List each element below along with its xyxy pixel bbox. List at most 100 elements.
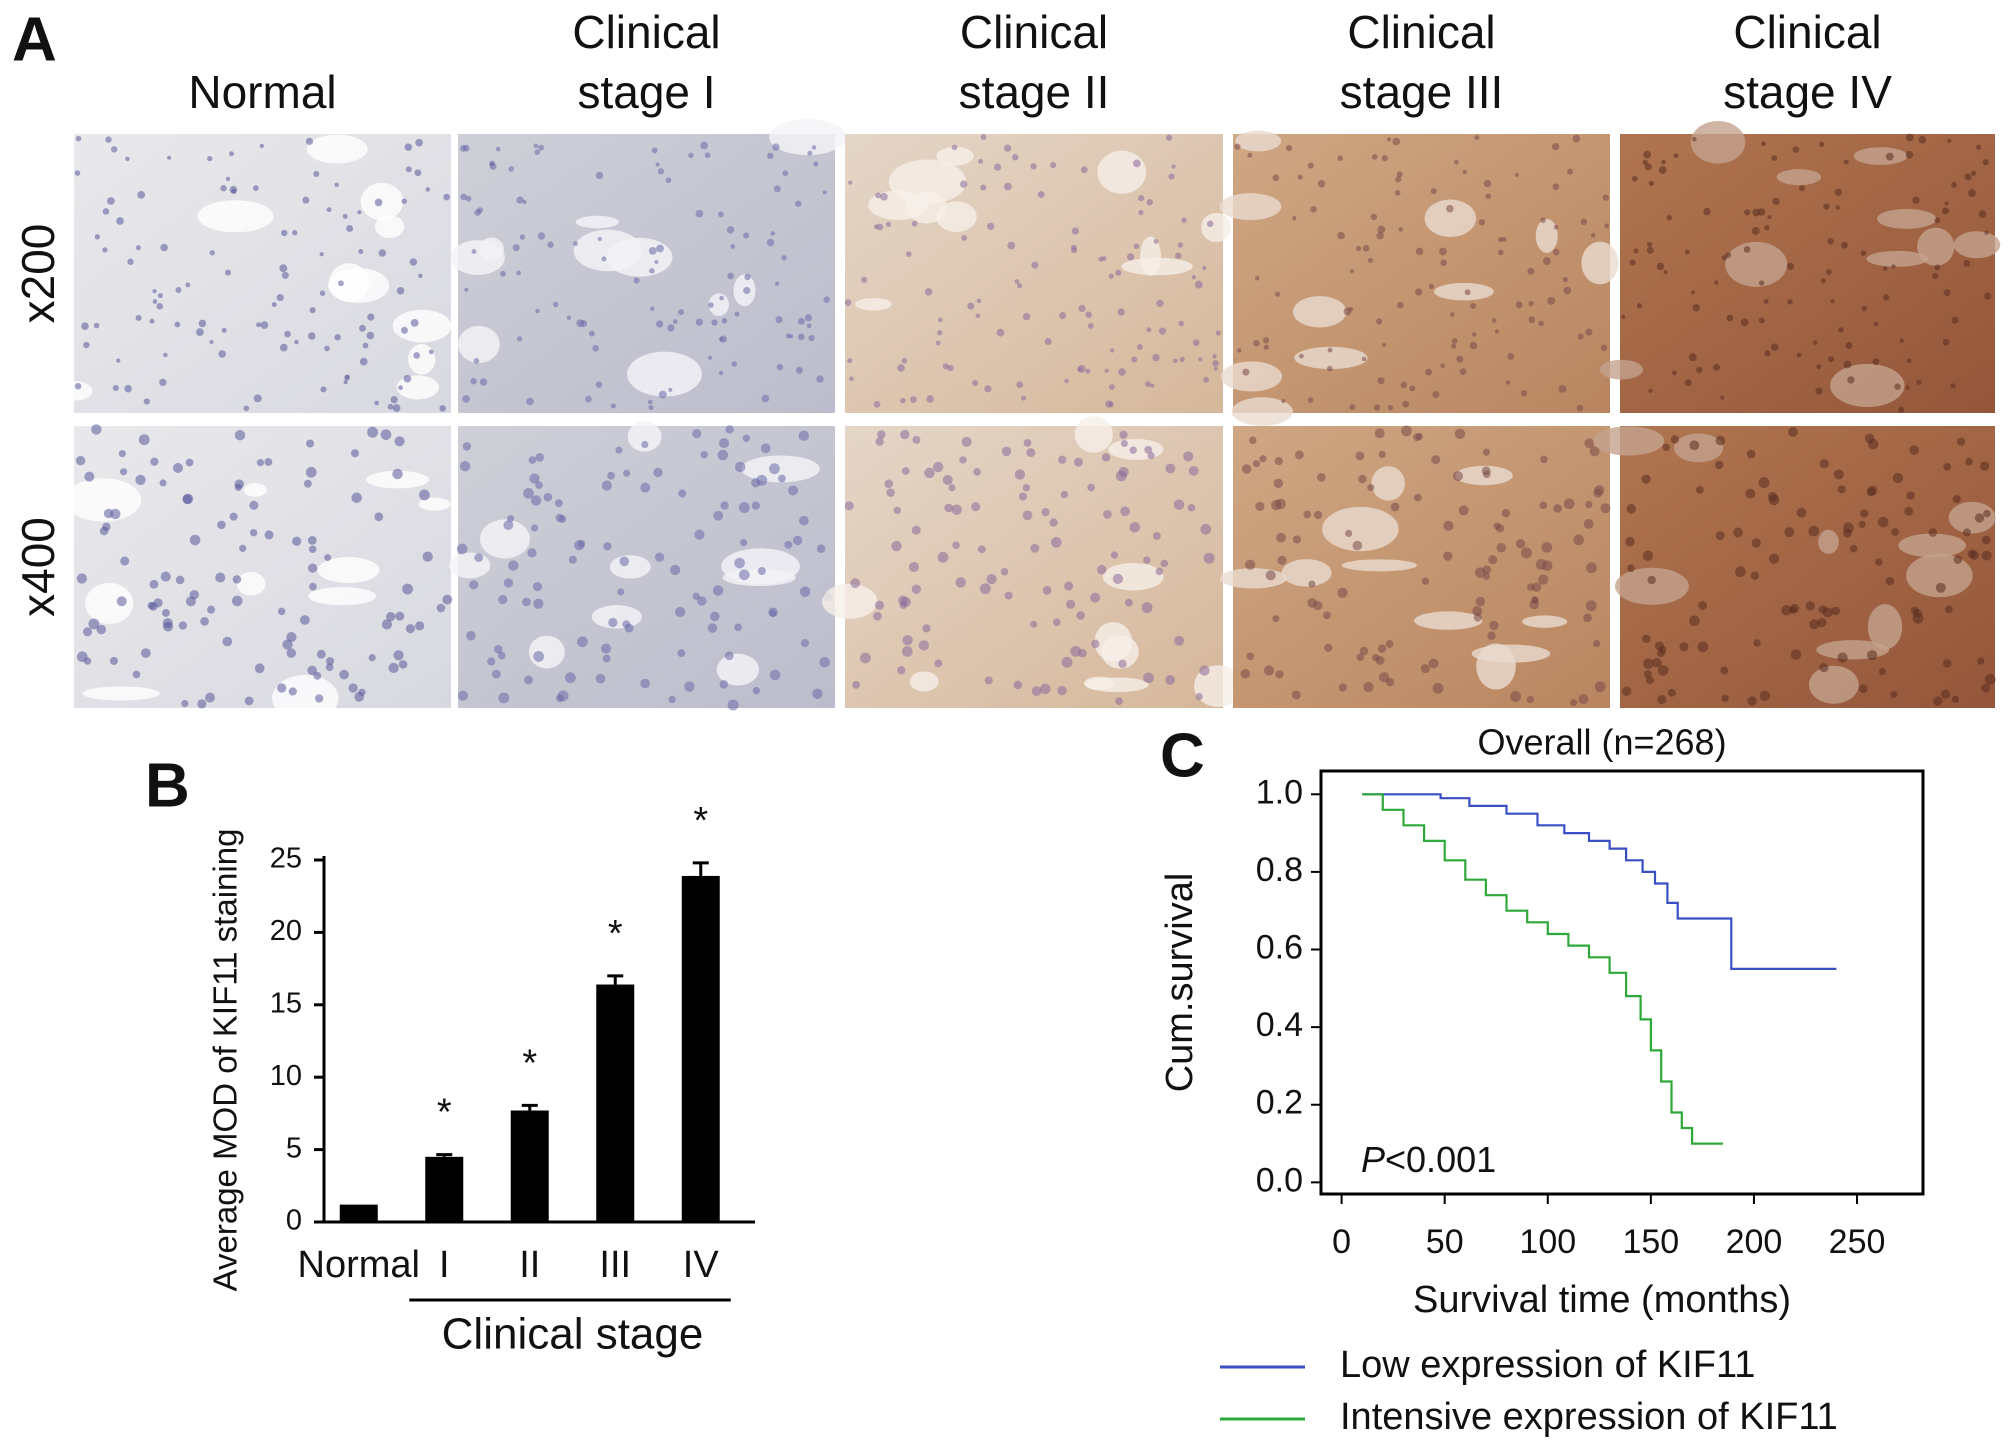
- cell-nucleus: [1894, 383, 1901, 390]
- cell-nucleus: [980, 134, 987, 141]
- cell-nucleus: [1375, 656, 1385, 665]
- cell-nucleus: [800, 639, 810, 648]
- cell-nucleus: [987, 222, 995, 231]
- cell-nucleus: [152, 299, 158, 304]
- cell-nucleus: [1451, 337, 1458, 344]
- cell-nucleus: [804, 314, 813, 322]
- cell-nucleus: [319, 290, 326, 296]
- cell-nucleus: [1240, 669, 1251, 679]
- cell-nucleus: [1115, 269, 1122, 276]
- cell-nucleus: [1873, 321, 1879, 327]
- tissue-lumen: [1074, 416, 1113, 453]
- cell-nucleus: [497, 651, 506, 660]
- cell-nucleus: [1943, 289, 1951, 297]
- cell-nucleus: [924, 467, 935, 479]
- cell-nucleus: [286, 648, 297, 658]
- cell-nucleus: [307, 535, 317, 545]
- cell-nucleus: [1918, 135, 1927, 144]
- cell-nucleus: [1535, 559, 1547, 570]
- cell-nucleus: [886, 488, 895, 497]
- cell-nucleus: [1297, 174, 1303, 180]
- cell-nucleus: [1144, 445, 1153, 454]
- cell-nucleus: [1796, 352, 1802, 358]
- cell-nucleus: [1013, 680, 1023, 690]
- cell-nucleus: [516, 336, 523, 342]
- cell-nucleus: [1367, 257, 1373, 263]
- cell-nucleus: [185, 282, 191, 288]
- tissue-lumen: [1690, 121, 1746, 164]
- cell-nucleus: [1327, 365, 1333, 372]
- tissue-lumen: [1953, 231, 2001, 259]
- cell-nucleus: [299, 615, 310, 625]
- cell-nucleus: [469, 580, 479, 590]
- cell-nucleus: [519, 234, 526, 240]
- cell-nucleus: [244, 696, 254, 706]
- cell-nucleus: [116, 358, 121, 363]
- cell-nucleus: [1594, 681, 1606, 693]
- cell-nucleus: [961, 235, 968, 241]
- cell-nucleus: [743, 286, 751, 295]
- cell-nucleus: [1049, 518, 1058, 527]
- cell-nucleus: [602, 654, 611, 663]
- cell-nucleus: [1715, 460, 1724, 470]
- cell-nucleus: [1981, 535, 1991, 545]
- cell-nucleus: [976, 298, 982, 304]
- cell-nucleus: [1539, 501, 1548, 510]
- cell-nucleus: [1394, 189, 1401, 196]
- tissue-lumen: [1094, 622, 1133, 662]
- cell-nucleus: [795, 200, 802, 207]
- cell-nucleus: [1547, 296, 1556, 305]
- cell-nucleus: [877, 430, 886, 439]
- cell-nucleus: [675, 606, 686, 618]
- y-tick-label: 1.0: [1256, 773, 1303, 811]
- cell-nucleus: [1577, 333, 1584, 340]
- cell-nucleus: [516, 270, 521, 276]
- cell-nucleus: [633, 277, 640, 284]
- cell-nucleus: [1627, 564, 1635, 573]
- cell-nucleus: [812, 688, 823, 699]
- cell-nucleus: [1633, 248, 1639, 254]
- cell-nucleus: [185, 458, 194, 467]
- cell-nucleus: [503, 578, 514, 588]
- cell-nucleus: [1657, 649, 1666, 658]
- cell-nucleus: [1553, 504, 1562, 513]
- cell-nucleus: [822, 190, 827, 195]
- cell-nucleus: [947, 364, 954, 372]
- cell-nucleus: [955, 577, 966, 588]
- cell-nucleus: [1488, 555, 1498, 565]
- cell-nucleus: [1883, 266, 1888, 271]
- tissue-lumen: [708, 293, 730, 317]
- cell-nucleus: [535, 481, 543, 489]
- cell-nucleus: [1771, 155, 1778, 162]
- cell-nucleus: [1643, 658, 1654, 670]
- cell-nucleus: [419, 489, 430, 501]
- column-header: Clinical: [572, 6, 720, 58]
- cell-nucleus: [1600, 503, 1611, 514]
- cell-nucleus: [1179, 356, 1185, 363]
- cell-nucleus: [1551, 142, 1560, 151]
- survival-curve: [1362, 793, 1837, 970]
- tissue-lumen: [1808, 665, 1859, 704]
- cell-nucleus: [215, 572, 226, 583]
- cell-nucleus: [1593, 488, 1603, 498]
- cell-nucleus: [161, 608, 170, 617]
- cell-nucleus: [308, 545, 317, 554]
- cell-nucleus: [1696, 366, 1703, 374]
- cell-nucleus: [1004, 182, 1012, 191]
- cell-nucleus: [178, 621, 188, 630]
- cell-nucleus: [529, 473, 540, 484]
- cell-nucleus: [734, 623, 742, 632]
- cell-nucleus: [1273, 478, 1284, 489]
- tissue-lumen: [272, 674, 339, 722]
- cell-nucleus: [491, 669, 501, 679]
- cell-nucleus: [1689, 440, 1700, 451]
- cell-nucleus: [692, 592, 700, 600]
- cell-nucleus: [1385, 640, 1394, 648]
- bar: [510, 1110, 549, 1222]
- cell-nucleus: [708, 302, 714, 308]
- cell-nucleus: [1237, 348, 1242, 353]
- cell-nucleus: [1124, 598, 1133, 607]
- cell-nucleus: [477, 207, 484, 214]
- cell-nucleus: [1841, 241, 1848, 249]
- cell-nucleus: [1772, 197, 1780, 206]
